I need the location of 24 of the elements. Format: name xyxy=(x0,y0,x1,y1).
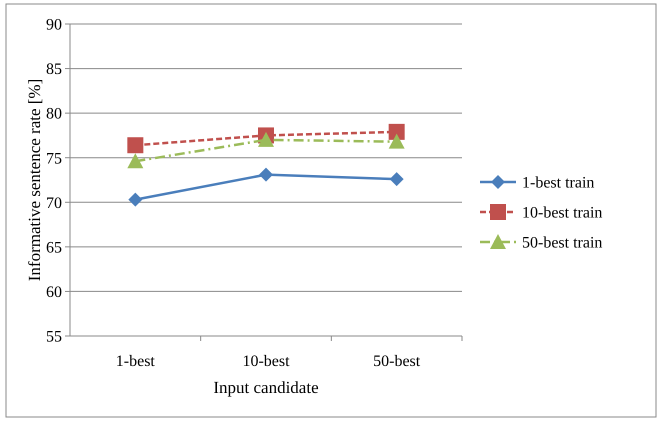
y-tick-label: 60 xyxy=(46,284,62,302)
legend-label: 1-best train xyxy=(522,174,594,192)
y-tick-label: 85 xyxy=(46,61,62,78)
point xyxy=(127,153,144,168)
y-tick-label: 80 xyxy=(46,106,62,123)
x-tick-label: 10-best xyxy=(242,353,290,370)
y-tick-label: 65 xyxy=(46,239,62,256)
point xyxy=(259,168,273,182)
x-tick-label: 1-best xyxy=(116,353,156,370)
point xyxy=(388,134,405,149)
y-tick-label: 75 xyxy=(46,150,62,168)
y-tick-label: 55 xyxy=(46,328,62,346)
y-tick-label: 90 xyxy=(46,16,62,34)
point xyxy=(128,192,142,207)
legend-label: 50-best train xyxy=(522,234,602,252)
legend-label: 10-best train xyxy=(522,204,602,222)
point xyxy=(390,172,404,186)
point xyxy=(388,124,405,140)
x-axis-title: Input candidate xyxy=(213,378,319,397)
point xyxy=(258,132,274,147)
y-tick-label: 70 xyxy=(46,194,62,212)
x-tick-label: 50-best xyxy=(373,353,421,370)
point xyxy=(127,137,144,154)
y-axis-title: Informative sentence rate [%] xyxy=(25,78,44,282)
